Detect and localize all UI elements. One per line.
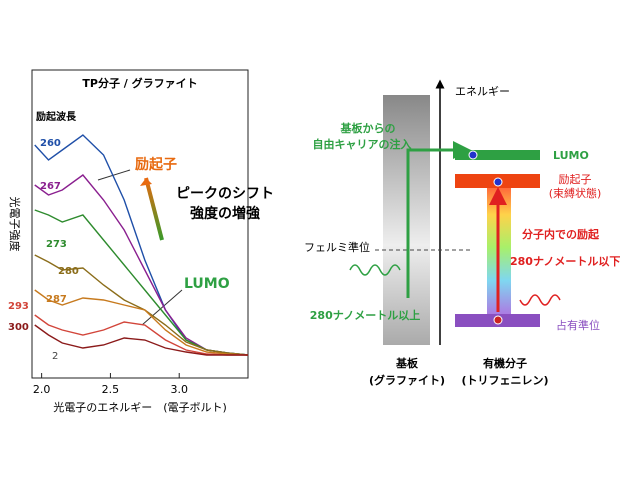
series-line	[34, 174, 249, 356]
plot-frame	[31, 69, 249, 379]
photon	[349, 264, 401, 276]
arrow-head	[140, 178, 152, 186]
annotation: 励起子	[135, 156, 177, 173]
photon	[519, 294, 561, 306]
pointer	[141, 289, 183, 326]
chart-title: TP分子 / グラファイト	[82, 76, 197, 90]
annotation: LUMO	[184, 276, 230, 292]
label: 基板からの	[340, 121, 396, 135]
series-line	[34, 314, 248, 356]
label: 自由キャリアの注入	[313, 137, 412, 151]
label: フェルミ準位	[304, 240, 370, 254]
label: 占有準位	[556, 318, 600, 332]
x-tick-label: 3.0	[170, 383, 188, 396]
annotation: ピークのシフト	[176, 186, 274, 202]
hole	[493, 315, 503, 325]
label: 有機分子	[483, 356, 527, 370]
label: 280ナノメートル以上	[310, 308, 420, 322]
legend-title: 励起波長	[36, 110, 77, 123]
x-tick-label: 2.5	[102, 383, 120, 396]
y-label: 光電子強度	[8, 197, 22, 252]
pointer	[97, 169, 131, 181]
series-label: 273	[46, 239, 67, 250]
injection-arrow	[406, 141, 471, 298]
label: 励起子	[559, 173, 592, 186]
series-label: 260	[40, 138, 61, 149]
series-line	[34, 289, 249, 356]
label: (グラファイト)	[369, 373, 445, 387]
label: 基板	[395, 356, 419, 370]
electron	[493, 177, 503, 187]
annotation: 強度の増強	[190, 205, 260, 222]
series-line	[34, 254, 249, 356]
axis-label: エネルギー	[455, 85, 510, 98]
series-label: 280	[58, 266, 79, 277]
series-label: 287	[46, 294, 67, 305]
series-line	[34, 324, 248, 356]
label: (トリフェニレン)	[461, 374, 548, 387]
annotation: 2	[52, 351, 58, 362]
electron	[468, 150, 478, 160]
label: (束縛状態)	[549, 186, 602, 200]
x-label: 光電子のエネルギー (電子ボルト)	[53, 400, 227, 414]
trend-arrow	[144, 177, 164, 241]
lumo-level	[455, 150, 540, 160]
x-tick-label: 2.0	[33, 383, 51, 396]
label: 280ナノメートル以下	[510, 255, 620, 268]
series-label: 293	[8, 301, 29, 312]
series-label: 267	[40, 181, 61, 192]
series-label: 300	[8, 322, 29, 333]
label: 分子内での励起	[522, 227, 600, 241]
label: LUMO	[553, 149, 589, 162]
